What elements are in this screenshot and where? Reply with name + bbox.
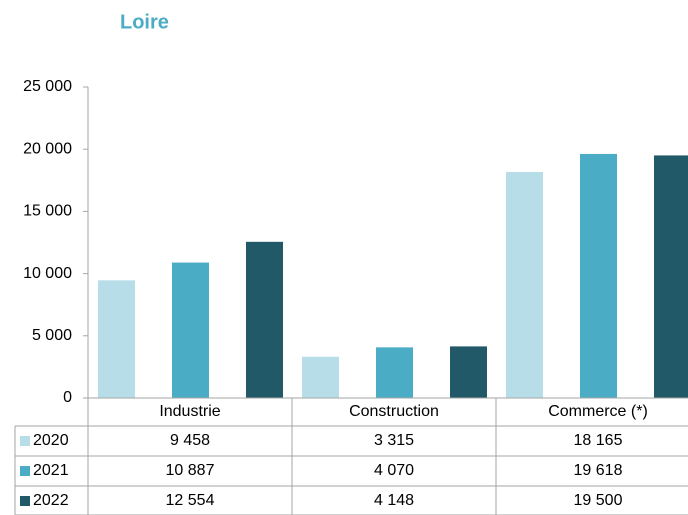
category-label: Commerce (*)	[548, 403, 648, 420]
table-cell: 4 070	[374, 462, 414, 479]
legend-swatch	[20, 466, 30, 476]
legend-label: 2020	[33, 432, 69, 449]
table-cell: 12 554	[166, 492, 215, 509]
y-tick-label: 10 000	[23, 265, 72, 282]
category-label: Construction	[349, 403, 439, 420]
legend-swatch	[20, 436, 30, 446]
table-cell: 3 315	[374, 432, 414, 449]
bar	[172, 262, 209, 398]
table-cell: 19 500	[574, 492, 623, 509]
bar	[246, 241, 283, 398]
bar	[376, 347, 413, 398]
bar	[450, 346, 487, 398]
bar	[302, 356, 339, 398]
y-tick-label: 5 000	[32, 327, 72, 344]
bar	[580, 153, 617, 398]
chart-title: Loire	[120, 11, 169, 33]
y-tick-label: 15 000	[23, 203, 72, 220]
bar	[98, 280, 135, 398]
table-cell: 9 458	[170, 432, 210, 449]
y-tick-label: 20 000	[23, 140, 72, 157]
y-tick-label: 25 000	[23, 78, 72, 95]
legend-label: 2021	[33, 462, 69, 479]
bar	[506, 172, 543, 398]
table-cell: 10 887	[166, 462, 215, 479]
y-tick-label: 0	[63, 389, 72, 406]
table-cell: 18 165	[574, 432, 623, 449]
table-cell: 19 618	[574, 462, 623, 479]
table-cell: 4 148	[374, 492, 414, 509]
category-label: Industrie	[159, 403, 220, 420]
bar	[654, 155, 688, 398]
legend-swatch	[20, 496, 30, 506]
legend-label: 2022	[33, 492, 69, 509]
